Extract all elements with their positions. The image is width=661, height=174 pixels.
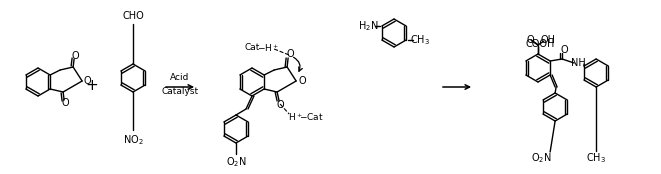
Text: O: O: [276, 100, 284, 110]
Text: OH: OH: [541, 35, 555, 45]
Text: Acid: Acid: [171, 73, 190, 82]
Text: O: O: [298, 76, 306, 86]
Text: O: O: [61, 98, 69, 108]
Text: O: O: [526, 35, 534, 45]
Text: H$^+$: H$^+$: [288, 111, 303, 123]
Text: $-$Cat: $-$Cat: [299, 112, 323, 122]
Text: NH: NH: [570, 58, 586, 68]
Text: NO$_2$: NO$_2$: [123, 133, 143, 147]
Text: O: O: [561, 45, 568, 55]
Text: CHO: CHO: [122, 11, 144, 21]
Text: +: +: [86, 77, 98, 93]
Text: $-$H$^+$: $-$H$^+$: [257, 42, 279, 54]
Text: O: O: [286, 49, 294, 59]
Text: H$_2$N: H$_2$N: [358, 19, 378, 33]
Text: O$_2$N: O$_2$N: [531, 151, 551, 165]
Text: O$_2$N: O$_2$N: [225, 155, 247, 169]
Text: CH$_3$: CH$_3$: [410, 33, 430, 47]
Text: COOH: COOH: [525, 39, 555, 49]
Text: CH$_3$: CH$_3$: [586, 151, 606, 165]
Text: Cat: Cat: [245, 44, 260, 53]
Text: O: O: [83, 76, 91, 86]
Text: Catalyst: Catalyst: [161, 86, 198, 96]
Text: O: O: [71, 51, 79, 61]
FancyArrowPatch shape: [293, 57, 302, 71]
